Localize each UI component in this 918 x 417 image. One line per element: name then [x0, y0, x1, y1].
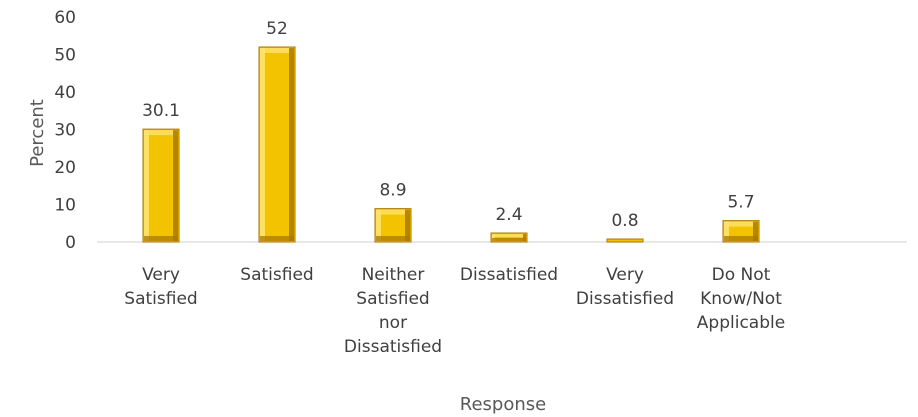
y-tick-label: 40: [54, 83, 76, 103]
bars: [142, 46, 760, 243]
data-label: 8.9: [379, 181, 406, 201]
category-label: Do Not Know/Not Applicable: [697, 265, 785, 333]
bar: [490, 232, 528, 243]
data-label: 52: [266, 19, 288, 39]
bar: [374, 208, 412, 243]
category-labels: Very Satisfied Satisfied Neither Satisfied no…: [124, 265, 785, 357]
bar: [258, 46, 296, 243]
data-labels: 30.1 52 8.9 2.4 0.8 5.7: [142, 19, 754, 231]
y-tick-label: 20: [54, 158, 76, 178]
category-label: Dissatisfied: [460, 265, 558, 285]
y-axis-ticks: 0 10 20 30 40 50 60: [54, 8, 76, 253]
y-tick-label: 30: [54, 121, 76, 141]
y-tick-label: 0: [65, 233, 76, 253]
bar: [722, 220, 760, 243]
x-axis-title: Response: [460, 394, 546, 415]
category-label: Very Dissatisfied: [576, 265, 674, 309]
category-label: Very Satisfied: [124, 265, 197, 309]
data-label: 5.7: [727, 193, 754, 213]
y-tick-label: 10: [54, 196, 76, 216]
y-tick-label: 60: [54, 8, 76, 28]
bar: [606, 238, 644, 243]
y-tick-label: 50: [54, 46, 76, 66]
category-label: Satisfied: [240, 265, 313, 285]
data-label: 2.4: [495, 205, 522, 225]
data-label: 0.8: [611, 211, 638, 231]
category-label: Neither Satisfied nor Dissatisfied: [344, 265, 442, 357]
bar: [142, 128, 180, 243]
y-axis-title: Percent: [27, 99, 48, 167]
data-label: 30.1: [142, 101, 180, 121]
